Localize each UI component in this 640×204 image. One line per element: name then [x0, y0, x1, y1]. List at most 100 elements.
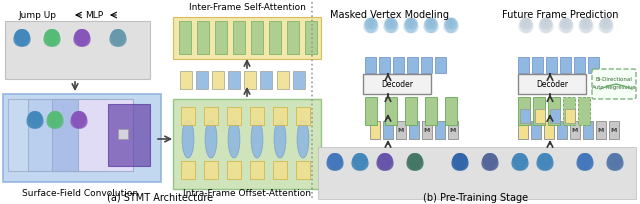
Ellipse shape: [450, 23, 452, 25]
Text: (b) Pre-Training Stage: (b) Pre-Training Stage: [424, 192, 529, 202]
Bar: [181, 161, 195, 179]
Bar: [435, 58, 446, 74]
Bar: [445, 98, 457, 125]
Bar: [277, 72, 289, 90]
Bar: [544, 121, 554, 139]
Ellipse shape: [205, 120, 217, 158]
Bar: [305, 22, 317, 55]
Text: Decoder: Decoder: [536, 80, 568, 89]
Ellipse shape: [585, 23, 587, 25]
Ellipse shape: [565, 23, 567, 25]
Bar: [518, 121, 528, 139]
Bar: [28, 100, 83, 171]
Bar: [273, 108, 287, 125]
Bar: [108, 104, 150, 166]
Bar: [287, 22, 299, 55]
Ellipse shape: [390, 23, 392, 25]
Bar: [583, 121, 593, 139]
Ellipse shape: [489, 158, 491, 161]
Circle shape: [54, 114, 56, 116]
Bar: [435, 121, 445, 139]
Ellipse shape: [251, 120, 263, 158]
Bar: [574, 58, 585, 74]
Bar: [296, 161, 310, 179]
FancyBboxPatch shape: [592, 70, 636, 100]
Bar: [227, 161, 241, 179]
Bar: [179, 22, 191, 55]
Ellipse shape: [410, 23, 412, 25]
Bar: [260, 72, 272, 90]
Circle shape: [430, 21, 432, 23]
Bar: [560, 58, 571, 74]
Ellipse shape: [78, 116, 80, 119]
Text: M: M: [572, 128, 578, 133]
Bar: [407, 58, 418, 74]
Ellipse shape: [117, 35, 119, 38]
Bar: [596, 121, 606, 139]
Circle shape: [384, 156, 386, 158]
Circle shape: [525, 21, 527, 23]
Bar: [273, 161, 287, 179]
Text: M: M: [611, 128, 617, 133]
Circle shape: [359, 156, 361, 158]
Bar: [383, 121, 393, 139]
Bar: [173, 100, 321, 189]
Ellipse shape: [359, 158, 361, 161]
Bar: [197, 22, 209, 55]
Bar: [5, 22, 150, 80]
Bar: [269, 22, 281, 55]
Bar: [535, 110, 545, 123]
Text: M: M: [398, 128, 404, 133]
Circle shape: [334, 156, 336, 158]
Bar: [578, 98, 590, 125]
Text: Bi-Directional: Bi-Directional: [596, 77, 632, 82]
Bar: [365, 58, 376, 74]
Text: MLP: MLP: [85, 11, 103, 20]
Ellipse shape: [21, 35, 23, 38]
Bar: [370, 121, 380, 139]
Bar: [563, 98, 575, 125]
Ellipse shape: [51, 35, 53, 38]
Circle shape: [450, 21, 452, 23]
Bar: [78, 100, 133, 171]
Text: Intra-Frame Offset-Attention: Intra-Frame Offset-Attention: [183, 188, 311, 197]
Circle shape: [390, 21, 392, 23]
Ellipse shape: [525, 23, 527, 25]
Bar: [518, 58, 529, 74]
Bar: [118, 129, 128, 139]
Circle shape: [565, 21, 567, 23]
Bar: [533, 98, 545, 125]
Bar: [531, 121, 541, 139]
Circle shape: [585, 21, 587, 23]
Circle shape: [584, 156, 586, 158]
Bar: [204, 108, 218, 125]
Bar: [227, 108, 241, 125]
Bar: [3, 94, 161, 182]
Bar: [425, 98, 437, 125]
Circle shape: [605, 21, 607, 23]
Bar: [296, 108, 310, 125]
Ellipse shape: [430, 23, 432, 25]
Ellipse shape: [370, 23, 372, 25]
Circle shape: [81, 33, 83, 35]
Circle shape: [34, 114, 36, 116]
Ellipse shape: [334, 158, 336, 161]
Bar: [180, 72, 192, 90]
Text: Surface-Field Convolution: Surface-Field Convolution: [22, 188, 138, 197]
Text: (a) STMT Architecture: (a) STMT Architecture: [107, 192, 213, 202]
Ellipse shape: [54, 116, 56, 119]
Bar: [385, 98, 397, 125]
Bar: [518, 98, 530, 125]
Circle shape: [544, 156, 546, 158]
Ellipse shape: [614, 158, 616, 161]
Text: Decoder: Decoder: [381, 80, 413, 89]
Bar: [233, 22, 245, 55]
Circle shape: [489, 156, 491, 158]
Text: Masked Vertex Modeling: Masked Vertex Modeling: [330, 10, 449, 20]
Bar: [251, 22, 263, 55]
Circle shape: [519, 156, 521, 158]
Ellipse shape: [605, 23, 607, 25]
Bar: [405, 98, 417, 125]
Text: Auto-Regressive: Auto-Regressive: [592, 85, 636, 90]
Bar: [550, 110, 560, 123]
